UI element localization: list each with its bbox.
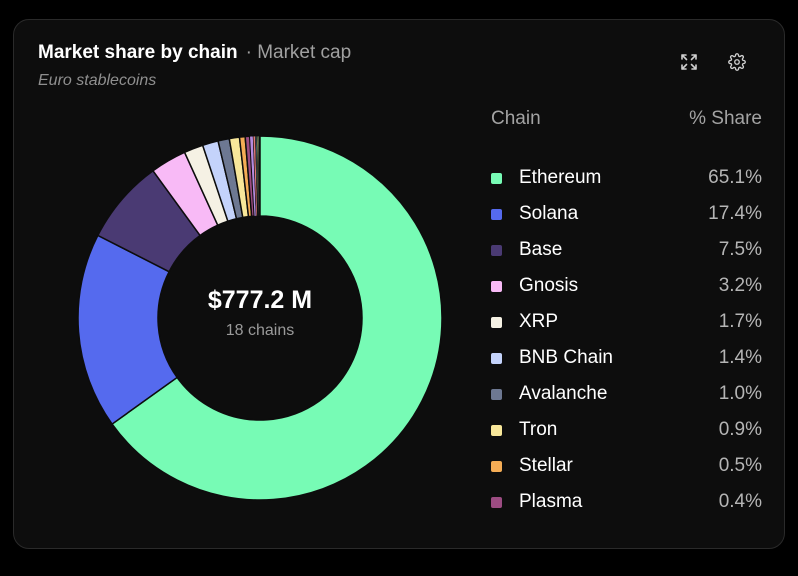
legend-label: Stellar [519, 455, 573, 476]
center-total: $777.2 M [207, 286, 313, 314]
legend-swatch [491, 352, 502, 364]
gear-icon [728, 53, 746, 71]
legend-header: Chain % Share [491, 108, 762, 132]
legend-value: 1.4% [718, 347, 762, 368]
legend-item-gnosis[interactable]: Gnosis 3.2% [491, 268, 762, 304]
legend-swatch [491, 280, 502, 292]
legend-value: 65.1% [708, 167, 762, 188]
legend-value: 7.5% [718, 239, 762, 260]
legend-label: Gnosis [519, 275, 579, 296]
legend: Chain % Share Ethereum 65.1% Solana 17.4% Ba… [491, 108, 762, 520]
center-chain-count: 18 chains [225, 322, 295, 339]
legend-label: Avalanche [519, 383, 608, 404]
market-share-card: Market share by chain · Market cap Euro … [13, 19, 785, 549]
legend-swatch [491, 460, 502, 472]
donut-chart [77, 135, 443, 501]
legend-item-base[interactable]: Base 7.5% [491, 232, 762, 268]
chart-title: Market share by chain [38, 42, 238, 63]
legend-item-ethereum[interactable]: Ethereum 65.1% [491, 160, 762, 196]
legend-col-share: % Share [689, 108, 762, 129]
legend-item-avalanche[interactable]: Avalanche 1.0% [491, 376, 762, 412]
slice-ethereum[interactable] [111, 135, 443, 501]
legend-label: Tron [519, 419, 558, 440]
legend-swatch [491, 496, 502, 508]
legend-value: 1.0% [718, 383, 762, 404]
legend-label: BNB Chain [519, 347, 613, 368]
legend-value: 1.7% [718, 311, 762, 332]
legend-swatch [491, 208, 502, 220]
legend-item-tron[interactable]: Tron 0.9% [491, 412, 762, 448]
legend-label: Plasma [519, 491, 583, 512]
legend-value: 0.5% [718, 455, 762, 476]
legend-label: XRP [519, 311, 559, 332]
legend-label: Solana [519, 203, 579, 224]
legend-label: Base [519, 239, 563, 260]
legend-swatch [491, 316, 502, 328]
legend-item-bnb-chain[interactable]: BNB Chain 1.4% [491, 340, 762, 376]
legend-item-solana[interactable]: Solana 17.4% [491, 196, 762, 232]
legend-rows: Ethereum 65.1% Solana 17.4% Base 7.5% Gnosis 3.… [491, 160, 762, 520]
legend-swatch [491, 244, 502, 256]
legend-value: 0.9% [718, 419, 762, 440]
legend-value: 17.4% [708, 203, 762, 224]
legend-label: Ethereum [519, 167, 602, 188]
legend-swatch [491, 388, 502, 400]
title-row: Market share by chain · Market cap [38, 42, 351, 64]
legend-swatch [491, 424, 502, 436]
expand-icon [681, 54, 697, 70]
settings-button[interactable] [725, 50, 749, 74]
legend-col-chain: Chain [491, 108, 541, 129]
legend-item-xrp[interactable]: XRP 1.7% [491, 304, 762, 340]
legend-value: 0.4% [718, 491, 762, 512]
legend-item-plasma[interactable]: Plasma 0.4% [491, 484, 762, 520]
legend-value: 3.2% [718, 275, 762, 296]
legend-item-stellar[interactable]: Stellar 0.5% [491, 448, 762, 484]
chart-caption: Euro stablecoins [38, 72, 157, 89]
expand-button[interactable] [677, 50, 701, 74]
legend-swatch [491, 172, 502, 184]
chart-subtitle: · Market cap [245, 42, 352, 63]
